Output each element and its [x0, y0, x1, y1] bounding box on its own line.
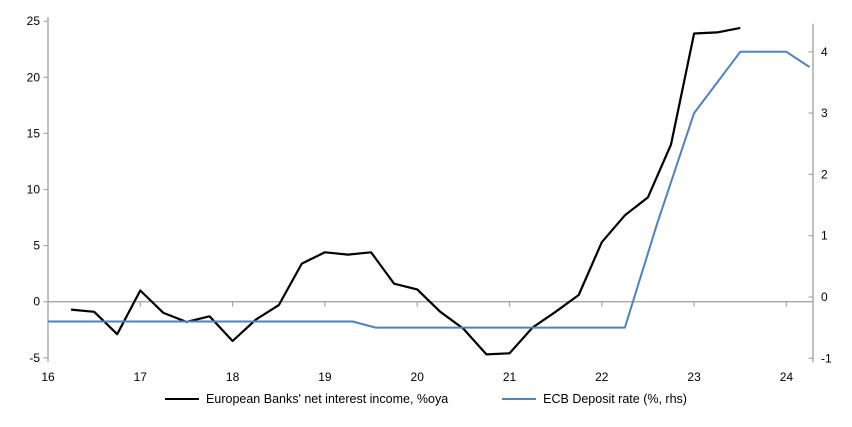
- left-tick-label: 0: [33, 295, 40, 309]
- right-tick-label: 4: [821, 45, 828, 59]
- legend-label-nii: European Banks' net interest income, %oy…: [206, 392, 449, 406]
- x-tick-label: 17: [134, 370, 148, 384]
- legend-label-ecb: ECB Deposit rate (%, rhs): [543, 392, 687, 406]
- left-tick-label: 5: [33, 239, 40, 253]
- legend-line-swatch-black: [165, 398, 200, 400]
- x-tick-label: 21: [503, 370, 517, 384]
- x-tick-label: 18: [226, 370, 240, 384]
- left-tick-label: -5: [29, 351, 40, 365]
- right-tick-label: -1: [821, 351, 832, 365]
- left-tick-label: 15: [27, 126, 41, 140]
- left-tick-label: 25: [27, 14, 41, 28]
- x-tick-label: 22: [595, 370, 609, 384]
- legend-item-ecb: ECB Deposit rate (%, rhs): [502, 392, 687, 406]
- left-tick-label: 20: [27, 70, 41, 84]
- right-axis: 4 3 2 1 0 -1: [808, 23, 832, 365]
- x-tick-label: 16: [41, 370, 55, 384]
- x-tick-label: 19: [318, 370, 332, 384]
- series-nii-line: [70, 26, 741, 356]
- left-axis: 25 20 15 10 5 0 -5: [27, 14, 49, 365]
- legend-line-swatch-blue: [502, 398, 537, 400]
- right-tick-label: 1: [821, 229, 828, 243]
- x-tick-label: 24: [780, 370, 794, 384]
- x-tick-label: 20: [411, 370, 425, 384]
- series-ecb-line: [48, 50, 811, 329]
- right-tick-label: 2: [821, 167, 828, 181]
- x-axis: 16 17 18 19 20 21 22 23 24: [41, 301, 794, 384]
- left-tick-label: 10: [27, 183, 41, 197]
- right-tick-label: 3: [821, 106, 828, 120]
- x-tick-label: 23: [687, 370, 701, 384]
- legend-item-nii: European Banks' net interest income, %oy…: [165, 392, 448, 406]
- chart-legend: European Banks' net interest income, %oy…: [0, 392, 852, 406]
- right-tick-label: 0: [821, 290, 828, 304]
